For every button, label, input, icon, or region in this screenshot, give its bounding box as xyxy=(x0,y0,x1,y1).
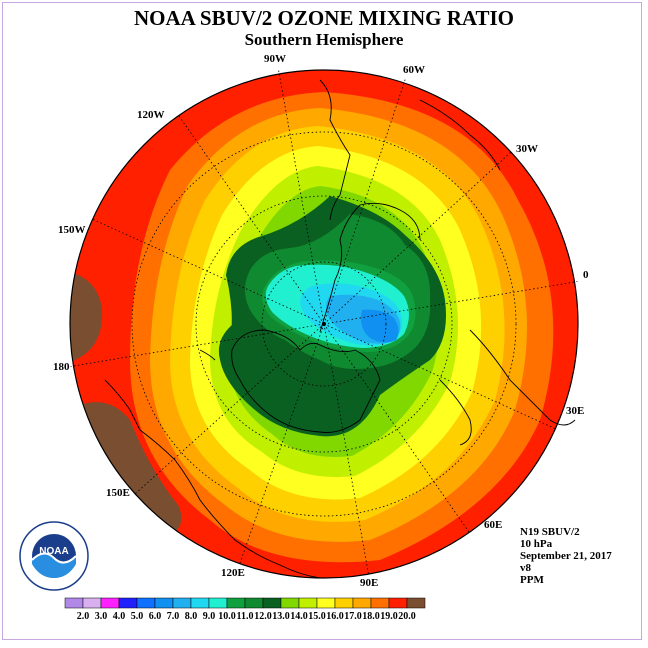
colorbar-swatch xyxy=(298,597,318,609)
colorbar-swatch xyxy=(118,597,138,609)
colorbar-tick-label: 19.0 xyxy=(380,611,398,622)
lon-label-120w: 120W xyxy=(137,109,165,121)
colorbar-swatches xyxy=(64,597,426,609)
colorbar-tick-label: 15.0 xyxy=(308,611,326,622)
longitude-labels: 90W 60W 30W 0 30E 60E 90E 120E 150E 180 … xyxy=(53,53,589,589)
colorbar-tick-label: 4.0 xyxy=(113,611,126,622)
colorbar-tick-label: 5.0 xyxy=(131,611,144,622)
lon-label-30e: 30E xyxy=(566,405,584,417)
colorbar-swatch xyxy=(136,597,156,609)
colorbar-swatch xyxy=(154,597,174,609)
map-subtitle: Southern Hemisphere xyxy=(244,30,404,49)
colorbar-tick-label: 7.0 xyxy=(167,611,180,622)
colorbar-tick-label: 20.0 xyxy=(398,611,416,622)
colorbar-swatch xyxy=(406,597,426,609)
colorbar-tick-label: 14.0 xyxy=(290,611,308,622)
info-block: N19 SBUV/2 10 hPa September 21, 2017 v8 … xyxy=(520,526,612,586)
colorbar-tick-label: 18.0 xyxy=(362,611,380,622)
info-instrument: N19 SBUV/2 xyxy=(520,526,580,538)
lon-label-0: 0 xyxy=(583,269,589,281)
lon-label-30w: 30W xyxy=(516,143,538,155)
lon-label-120e: 120E xyxy=(221,567,245,579)
colorbar-tick-label: 8.0 xyxy=(185,611,198,622)
colorbar-tick-label: 2.0 xyxy=(77,611,90,622)
lon-label-60e: 60E xyxy=(484,519,502,531)
colorbar-ticks: 2.0 3.0 4.0 5.0 6.0 7.0 8.0 9.0 10.0 11.0 12.0 13.0… xyxy=(77,611,416,622)
colorbar-swatch xyxy=(82,597,102,609)
colorbar-tick-label: 17.0 xyxy=(344,611,362,622)
info-level: 10 hPa xyxy=(520,538,553,550)
info-date: September 21, 2017 xyxy=(520,550,612,562)
colorbar-swatch xyxy=(244,597,264,609)
colorbar-swatch xyxy=(190,597,210,609)
colorbar-swatch xyxy=(226,597,246,609)
colorbar-swatch xyxy=(370,597,390,609)
colorbar-swatch xyxy=(352,597,372,609)
colorbar-tick-label: 13.0 xyxy=(272,611,290,622)
plot-frame xyxy=(2,2,642,640)
colorbar-tick-label: 6.0 xyxy=(149,611,162,622)
colorbar-tick-label: 16.0 xyxy=(326,611,344,622)
colorbar-swatch xyxy=(316,597,336,609)
info-version: v8 xyxy=(520,562,531,574)
map-boundary xyxy=(69,69,579,579)
colorbar-swatch xyxy=(388,597,408,609)
colorbar-tick-label: 12.0 xyxy=(254,611,272,622)
coastlines xyxy=(104,79,576,579)
lon-label-90w: 90W xyxy=(264,53,286,65)
lon-label-60w: 60W xyxy=(403,64,425,76)
ozone-contours xyxy=(70,70,578,578)
map-title: NOAA SBUV/2 OZONE MIXING RATIO xyxy=(134,6,514,30)
lon-label-150e: 150E xyxy=(106,487,130,499)
lon-label-90e: 90E xyxy=(360,577,378,589)
colorbar-swatch xyxy=(280,597,300,609)
noaa-logo: NOAA xyxy=(19,521,89,591)
colorbar-swatch xyxy=(64,597,84,609)
colorbar-swatch xyxy=(262,597,282,609)
colorbar-swatch xyxy=(100,597,120,609)
noaa-logo-text: NOAA xyxy=(39,546,68,557)
region-6 xyxy=(361,309,399,343)
colorbar-tick-label: 3.0 xyxy=(95,611,108,622)
colorbar-tick-label: 10.0 xyxy=(218,611,236,622)
graticule xyxy=(70,70,578,574)
lon-label-180: 180 xyxy=(53,361,70,373)
lon-label-150w: 150W xyxy=(58,224,86,236)
colorbar-swatch xyxy=(334,597,354,609)
colorbar-swatch xyxy=(172,597,192,609)
region-20-southwest xyxy=(79,402,182,540)
info-units: PPM xyxy=(520,574,544,586)
south-pole-marker xyxy=(322,322,326,326)
colorbar-swatch xyxy=(208,597,228,609)
colorbar-tick-label: 11.0 xyxy=(237,611,254,622)
colorbar-tick-label: 9.0 xyxy=(203,611,216,622)
